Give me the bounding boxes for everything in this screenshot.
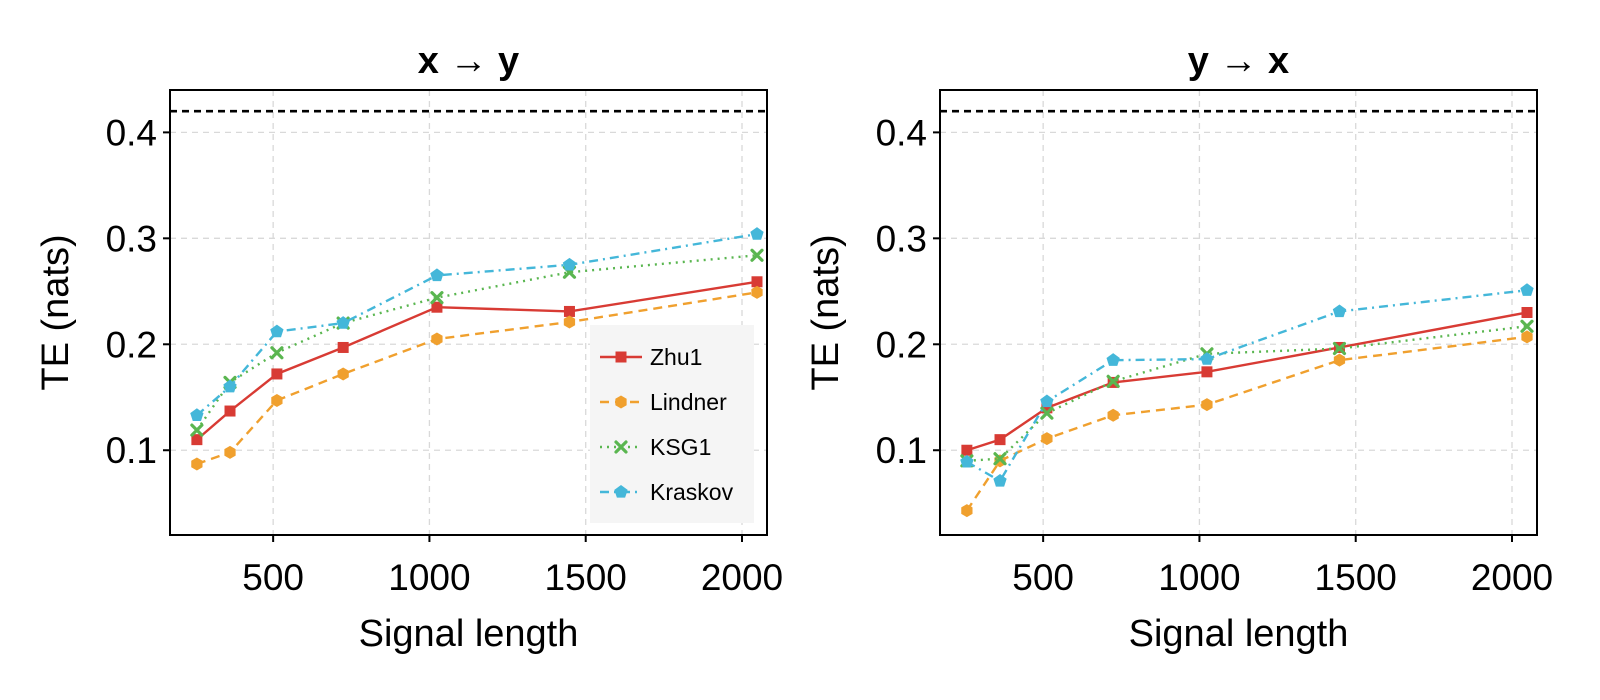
data-point-lindner <box>1521 330 1533 344</box>
data-point-kraskov <box>993 473 1007 487</box>
legend: Zhu1 Lindner KSG1 Kraskov <box>590 325 754 523</box>
series-line-zhu1 <box>966 311 1528 452</box>
data-point-zhu1 <box>1201 366 1213 378</box>
y-tick-label: 0.3 <box>106 218 157 259</box>
series-line-kraskov <box>966 289 1528 483</box>
x-tick-label: 1000 <box>388 557 470 598</box>
data-point-kraskov <box>190 408 204 421</box>
data-point-kraskov <box>1040 394 1054 408</box>
data-point-lindner <box>224 445 236 459</box>
data-point-kraskov <box>1520 283 1534 296</box>
chart-title: y → x <box>1188 40 1289 82</box>
data-point-ksg1 <box>750 248 764 262</box>
data-point-zhu1 <box>224 405 236 417</box>
data-point-zhu1 <box>994 434 1006 446</box>
data-point-lindner <box>1201 398 1213 412</box>
data-point-zhu1 <box>191 434 203 446</box>
chart-panel-2: 500 1000 1500 2000 0.1 0.2 0.3 0.4 y → x Signal l… <box>805 40 1553 655</box>
y-tick-label: 0.1 <box>876 430 927 471</box>
x-tick-label: 1000 <box>1158 557 1240 598</box>
data-point-kraskov <box>960 454 974 468</box>
x-axis-label: Signal length <box>1129 613 1349 655</box>
data-point-ksg1 <box>270 346 284 360</box>
legend-marker-zhu1 <box>615 351 627 363</box>
x-tick-label: 1500 <box>545 557 627 598</box>
chart-panel-1: 500 1000 1500 2000 0.1 0.2 0.3 0.4 x → y Signal l… <box>35 40 783 655</box>
plot-frame <box>169 89 768 536</box>
data-point-ksg1 <box>1332 341 1347 356</box>
data-point-ksg1 <box>430 291 444 305</box>
data-point-kraskov <box>270 324 284 338</box>
x-tick-label: 2000 <box>701 557 783 598</box>
data-point-kraskov <box>750 227 764 240</box>
legend-label: Lindner <box>650 389 727 415</box>
data-point-lindner <box>961 504 973 518</box>
y-axis-label: TE (nats) <box>805 234 847 390</box>
data-point-lindner <box>191 457 203 471</box>
data-point-lindner <box>1107 408 1119 422</box>
x-tick-label: 500 <box>1012 557 1074 598</box>
data-point-ksg1 <box>1106 374 1120 388</box>
data-point-ksg1 <box>190 423 204 437</box>
legend-label: Zhu1 <box>650 344 702 370</box>
data-point-zhu1 <box>1041 402 1053 414</box>
x-tick-label: 500 <box>242 557 304 598</box>
x-tick-label: 1500 <box>1315 557 1397 598</box>
legend-marker-ksg1 <box>614 440 628 454</box>
legend-marker-kraskov <box>614 485 628 498</box>
y-tick-label: 0.4 <box>876 112 927 153</box>
data-point-kraskov <box>1200 352 1214 365</box>
y-axis-label: TE (nats) <box>35 234 77 390</box>
x-axis-label: Signal length <box>359 613 579 655</box>
data-point-zhu1 <box>271 368 283 380</box>
legend-label: KSG1 <box>650 434 711 460</box>
data-point-kraskov <box>336 316 350 329</box>
chart-title: x → y <box>418 40 519 82</box>
data-point-lindner <box>563 315 576 329</box>
data-point-zhu1 <box>751 276 763 288</box>
data-point-lindner <box>337 367 349 381</box>
data-point-lindner <box>1333 353 1346 367</box>
data-point-kraskov <box>1106 353 1120 366</box>
data-point-lindner <box>271 393 283 407</box>
data-point-kraskov <box>223 379 237 393</box>
data-point-lindner <box>431 332 443 346</box>
data-point-ksg1 <box>1040 406 1054 420</box>
x-tick-label: 2000 <box>1471 557 1553 598</box>
data-point-zhu1 <box>431 301 443 313</box>
data-point-zhu1 <box>563 305 575 317</box>
y-tick-label: 0.3 <box>876 218 927 259</box>
data-point-zhu1 <box>1521 307 1533 318</box>
data-point-ksg1 <box>1520 319 1534 333</box>
data-point-ksg1 <box>993 452 1007 466</box>
data-point-kraskov <box>1332 304 1347 318</box>
legend-marker-lindner <box>615 395 627 409</box>
data-point-zhu1 <box>961 444 973 456</box>
y-tick-label: 0.1 <box>106 430 157 471</box>
series-line-lindner <box>965 335 1528 512</box>
plot-frame <box>939 89 1538 536</box>
data-point-kraskov <box>562 257 577 271</box>
y-tick-label: 0.4 <box>106 112 157 153</box>
y-tick-label: 0.2 <box>876 324 927 365</box>
legend-label: Kraskov <box>650 479 734 505</box>
data-point-lindner <box>751 285 763 299</box>
data-point-zhu1 <box>337 341 349 353</box>
data-point-kraskov <box>430 268 444 282</box>
data-point-lindner <box>1041 432 1053 446</box>
y-tick-label: 0.2 <box>106 324 157 365</box>
